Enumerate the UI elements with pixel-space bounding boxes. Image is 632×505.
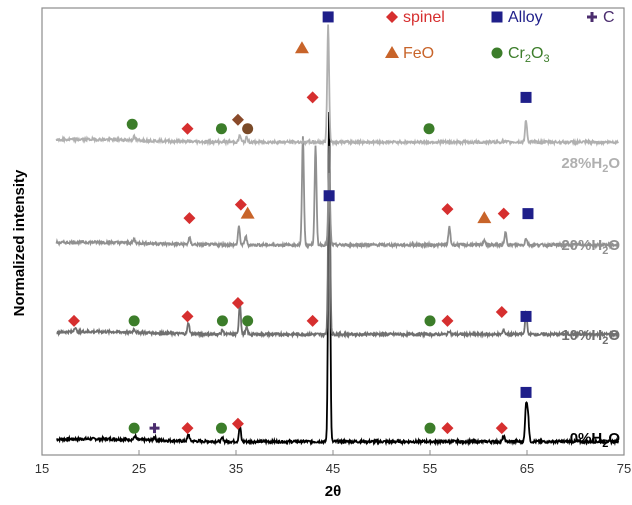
x-tick-label: 55 bbox=[423, 461, 437, 476]
phase-marker-triangle bbox=[477, 211, 492, 224]
phase-marker-circle bbox=[126, 118, 138, 130]
phase-marker-diamond bbox=[441, 422, 454, 435]
phase-marker-circle bbox=[424, 422, 436, 434]
series-label-1: 10%H2O bbox=[561, 327, 620, 347]
marker-layer bbox=[68, 11, 534, 435]
legend-label: Alloy bbox=[508, 9, 543, 26]
phase-marker-diamond bbox=[181, 422, 194, 435]
series-labels: 0%H2O 10%H2O 20%H2O 28%H2O bbox=[561, 155, 620, 450]
legend-label: spinel bbox=[403, 9, 445, 26]
series-line-2 bbox=[55, 136, 620, 250]
phase-marker-plus bbox=[149, 423, 160, 434]
series-label-2: 20%H2O bbox=[561, 237, 620, 257]
legend: spinel Alloy C FeO Cr2O3 bbox=[385, 9, 615, 65]
legend-plus-marker bbox=[587, 12, 597, 22]
legend-label: FeO bbox=[403, 45, 434, 62]
phase-marker-diamond bbox=[231, 297, 244, 310]
phase-marker-diamond bbox=[68, 314, 81, 327]
phase-marker-square bbox=[322, 11, 334, 23]
phase-marker-diamond bbox=[231, 417, 244, 430]
phase-marker-square bbox=[520, 386, 532, 398]
y-axis-title: Normalized intensity bbox=[11, 169, 28, 316]
x-axis-title: 2θ bbox=[325, 483, 341, 500]
phase-marker-circle bbox=[128, 315, 140, 327]
phase-marker-circle bbox=[215, 123, 227, 135]
x-tick-label: 35 bbox=[229, 461, 243, 476]
x-tick-label: 15 bbox=[35, 461, 49, 476]
x-tick-label: 25 bbox=[132, 461, 146, 476]
phase-marker-diamond bbox=[495, 305, 508, 318]
phase-marker-circle bbox=[424, 315, 436, 327]
phase-marker-square bbox=[522, 208, 534, 220]
phase-marker-square bbox=[520, 91, 532, 103]
phase-marker-circle bbox=[242, 315, 254, 327]
series-label-3: 28%H2O bbox=[561, 155, 620, 175]
series-line-3 bbox=[55, 24, 619, 147]
phase-marker-diamond bbox=[495, 422, 508, 435]
legend-circle-marker bbox=[491, 47, 503, 59]
phase-marker-diamond bbox=[441, 314, 454, 327]
phase-marker-diamond bbox=[234, 198, 247, 211]
x-tick-label: 75 bbox=[617, 461, 631, 476]
legend-diamond-marker bbox=[386, 11, 398, 23]
phase-marker-circle bbox=[128, 422, 140, 434]
phase-marker-diamond bbox=[231, 113, 244, 126]
phase-marker-circle bbox=[215, 422, 227, 434]
phase-marker-diamond bbox=[306, 314, 319, 327]
series-label-0: 0%H2O bbox=[570, 430, 621, 450]
legend-triangle-marker bbox=[385, 46, 399, 58]
phase-marker-diamond bbox=[183, 212, 196, 225]
series-line-0 bbox=[56, 111, 620, 447]
series-layer bbox=[55, 24, 620, 447]
phase-marker-square bbox=[323, 190, 335, 202]
phase-marker-diamond bbox=[306, 91, 319, 104]
phase-marker-square bbox=[520, 310, 532, 322]
legend-label: C bbox=[603, 9, 615, 26]
phase-marker-circle bbox=[242, 123, 254, 135]
phase-marker-diamond bbox=[497, 207, 510, 220]
phase-marker-diamond bbox=[441, 203, 454, 216]
phase-marker-circle bbox=[423, 123, 435, 135]
phase-marker-triangle bbox=[294, 41, 309, 54]
x-axis-ticks: 15 25 35 45 55 65 75 bbox=[35, 450, 631, 476]
phase-marker-triangle bbox=[240, 206, 255, 219]
x-tick-label: 65 bbox=[520, 461, 534, 476]
series-line-1 bbox=[56, 145, 620, 339]
legend-label: Cr2O3 bbox=[508, 45, 550, 65]
x-tick-label: 45 bbox=[326, 461, 340, 476]
phase-marker-circle bbox=[216, 315, 228, 327]
legend-square-marker bbox=[491, 11, 503, 23]
phase-marker-diamond bbox=[181, 122, 194, 135]
phase-marker-diamond bbox=[181, 310, 194, 323]
